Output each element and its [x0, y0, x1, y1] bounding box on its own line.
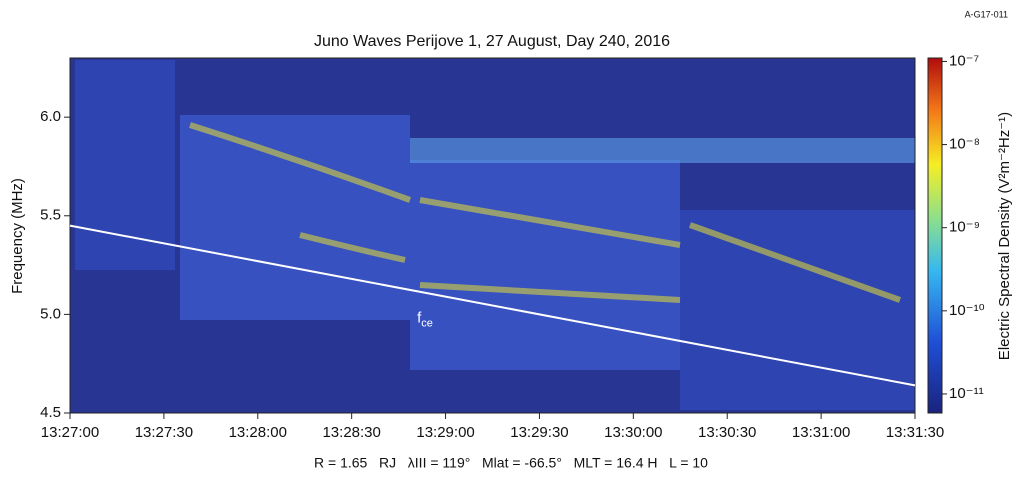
x-tick-label: 13:30:30 [698, 424, 756, 441]
panel [410, 138, 915, 163]
colorbar-tick-label: 10⁻⁷ [949, 52, 979, 69]
x-tick-label: 13:28:00 [229, 424, 287, 441]
panel [70, 320, 410, 413]
y-axis-label: Frequency (MHz) [9, 178, 26, 294]
x-tick-label: 13:29:00 [416, 424, 474, 441]
footer: R = 1.65 RJ λIII = 119° Mlat = -66.5° ML… [314, 455, 708, 471]
spectrogram [70, 58, 915, 413]
x-tick-label: 13:29:30 [510, 424, 568, 441]
x-tick-label: 13:27:30 [135, 424, 193, 441]
id-label: A-G17-011 [965, 9, 1008, 19]
panel [75, 60, 175, 270]
y-tick-label: 6.0 [40, 108, 61, 125]
panel [410, 160, 680, 370]
chart: A-G17-011 Juno Waves Perijove 1, 27 Augu… [0, 0, 1022, 476]
x-tick-label: 13:30:00 [604, 424, 662, 441]
y-tick-label: 5.0 [40, 305, 61, 322]
colorbar-tick-label: 10⁻¹⁰ [949, 302, 985, 319]
colorbar-tick-label: 10⁻⁸ [949, 136, 980, 153]
x-tick-label: 13:31:00 [792, 424, 850, 441]
chart-title: Juno Waves Perijove 1, 27 August, Day 24… [314, 33, 670, 50]
x-tick-label: 13:27:00 [41, 424, 99, 441]
y-tick-label: 5.5 [40, 207, 61, 224]
colorbar-tick-label: 10⁻¹¹ [949, 385, 984, 402]
colorbar-label: Electric Spectral Density (V²m⁻²Hz⁻¹) [996, 112, 1013, 360]
panel [180, 115, 410, 320]
annotation-sub: ce [421, 317, 433, 329]
colorbar-tick-label: 10⁻⁹ [949, 219, 980, 236]
colorbar [928, 58, 942, 413]
x-tick-label: 13:28:30 [322, 424, 380, 441]
x-tick-label: 13:31:30 [886, 424, 944, 441]
y-tick-label: 4.5 [40, 404, 61, 421]
panel [680, 210, 915, 410]
